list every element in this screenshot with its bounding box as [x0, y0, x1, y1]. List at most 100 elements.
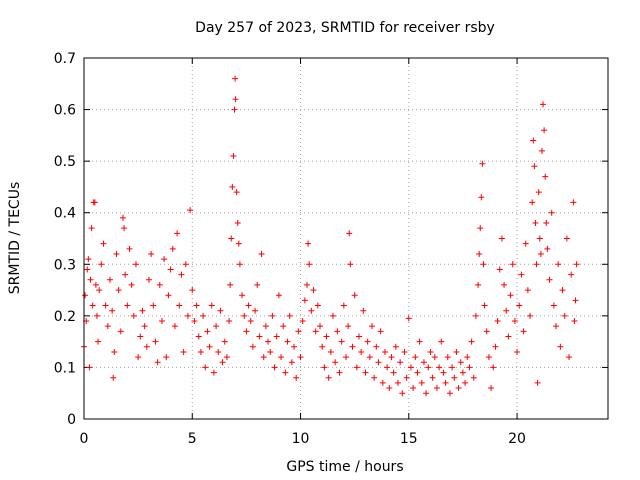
- data-point: [346, 230, 352, 236]
- data-point: [401, 349, 407, 355]
- x-tick-label: 0: [80, 431, 89, 447]
- data-point: [113, 251, 119, 257]
- data-point: [347, 261, 353, 267]
- data-point: [555, 261, 561, 267]
- data-point: [508, 292, 514, 298]
- data-point: [89, 225, 95, 231]
- data-point: [198, 349, 204, 355]
- data-point: [404, 375, 410, 381]
- data-point: [276, 292, 282, 298]
- data-point: [157, 282, 163, 288]
- data-point: [523, 241, 529, 247]
- data-point: [514, 349, 520, 355]
- data-point: [298, 354, 304, 360]
- data-point: [263, 323, 269, 329]
- data-point: [211, 370, 217, 376]
- data-point: [234, 189, 240, 195]
- data-point: [293, 375, 299, 381]
- data-point: [529, 199, 535, 205]
- data-point: [560, 287, 566, 293]
- data-point: [110, 375, 116, 381]
- y-axis-label: SRMTID / TECUs: [7, 182, 23, 295]
- data-point: [220, 359, 226, 365]
- data-point: [544, 246, 550, 252]
- data-point: [492, 344, 498, 350]
- data-point: [207, 344, 213, 350]
- data-point: [488, 385, 494, 391]
- data-point: [236, 241, 242, 247]
- data-point: [490, 364, 496, 370]
- data-point: [539, 148, 545, 154]
- data-point: [93, 282, 99, 288]
- data-point: [105, 323, 111, 329]
- data-point: [98, 261, 104, 267]
- data-point: [503, 308, 509, 314]
- data-point: [232, 76, 238, 82]
- data-point: [313, 328, 319, 334]
- tick-labels: 0 0.1 0.2 0.3 0.4 0.5 0.6 0.7 0 5 10 15 20: [54, 51, 526, 447]
- data-point: [287, 313, 293, 319]
- data-point: [534, 261, 540, 267]
- data-point: [185, 313, 191, 319]
- data-point: [425, 364, 431, 370]
- y-tick-label: 0.6: [54, 103, 76, 119]
- data-point: [250, 344, 256, 350]
- data-point: [458, 359, 464, 365]
- data-point: [536, 189, 542, 195]
- data-point: [397, 359, 403, 365]
- scatter-chart: Day 257 of 2023, SRMTID for receiver rsb…: [0, 0, 640, 480]
- y-tick-label: 0.5: [54, 154, 76, 170]
- data-point: [521, 328, 527, 334]
- data-point: [421, 359, 427, 365]
- data-point: [434, 385, 440, 391]
- data-point: [460, 370, 466, 376]
- data-point: [393, 344, 399, 350]
- data-point: [419, 380, 425, 386]
- data-point: [427, 349, 433, 355]
- data-point: [375, 359, 381, 365]
- data-point: [109, 308, 115, 314]
- data-point: [447, 390, 453, 396]
- data-point: [391, 370, 397, 376]
- data-point: [453, 349, 459, 355]
- data-point: [337, 370, 343, 376]
- data-point: [139, 308, 145, 314]
- data-point: [438, 339, 444, 345]
- data-point: [161, 256, 167, 262]
- data-point: [243, 328, 249, 334]
- x-axis-label: GPS time / hours: [286, 459, 403, 475]
- data-point: [254, 282, 260, 288]
- data-point: [378, 328, 384, 334]
- data-point: [436, 364, 442, 370]
- data-point: [135, 354, 141, 360]
- data-point: [373, 344, 379, 350]
- data-point: [82, 292, 88, 298]
- data-point: [84, 266, 90, 272]
- data-point: [85, 256, 91, 262]
- data-point: [540, 101, 546, 107]
- data-point: [408, 364, 414, 370]
- data-point: [330, 313, 336, 319]
- data-point: [358, 349, 364, 355]
- data-point: [202, 364, 208, 370]
- data-point: [484, 328, 490, 334]
- data-point: [172, 323, 178, 329]
- data-point: [90, 303, 96, 309]
- data-point: [252, 308, 258, 314]
- data-point: [291, 344, 297, 350]
- data-point: [573, 297, 579, 303]
- data-point: [516, 303, 522, 309]
- data-point: [215, 349, 221, 355]
- data-point: [111, 349, 117, 355]
- data-point: [499, 236, 505, 242]
- data-point: [213, 323, 219, 329]
- data-point: [285, 339, 291, 345]
- data-point: [103, 303, 109, 309]
- y-tick-label: 0.2: [54, 309, 76, 325]
- data-point: [510, 261, 516, 267]
- data-point: [537, 236, 543, 242]
- data-point: [505, 333, 511, 339]
- data-point: [224, 354, 230, 360]
- data-point: [137, 333, 143, 339]
- data-point: [122, 272, 128, 278]
